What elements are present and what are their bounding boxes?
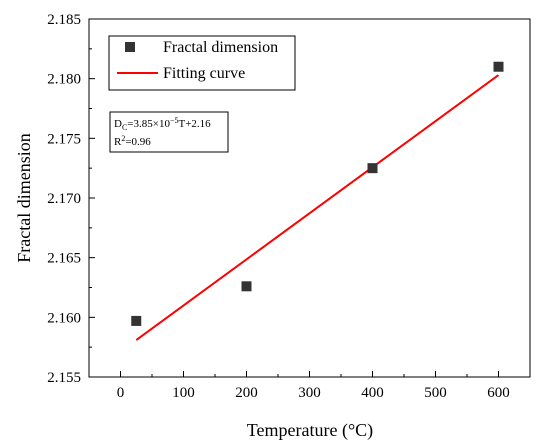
x-tick-label: 200 <box>235 385 258 401</box>
data-points <box>131 61 504 326</box>
axes: 0 100 200 300 400 500 600 2.155 2.160 2.165 2.170 2… <box>47 12 510 401</box>
x-tick-label: 600 <box>487 385 510 401</box>
data-point <box>493 61 504 72</box>
data-point <box>241 281 252 292</box>
y-axis-title: Fractal dimension <box>14 133 34 262</box>
x-tick-label: 400 <box>361 385 384 401</box>
legend-box <box>108 35 296 91</box>
legend-scatter-marker <box>125 42 135 52</box>
equation-box: DC=3.85×10−5T+2.16 R2=0.96 <box>109 111 229 153</box>
equation-frame <box>109 111 229 153</box>
equation-text: DC=3.85×10−5T+2.16 <box>114 116 211 132</box>
data-point <box>131 315 142 326</box>
data-point <box>367 163 378 174</box>
y-tick-label: 2.160 <box>47 310 81 326</box>
x-axis-title: Temperature (°C) <box>247 420 373 441</box>
legend-fit-label: Fitting curve <box>163 65 245 82</box>
x-tick-label: 0 <box>117 385 125 401</box>
y-tick-label: 2.165 <box>47 251 81 267</box>
y-tick-label: 2.185 <box>47 12 81 28</box>
x-tick-label: 300 <box>298 385 321 401</box>
fitting-curve <box>135 74 500 341</box>
r-squared-text: R2=0.96 <box>114 134 151 148</box>
y-tick-label: 2.170 <box>47 191 81 207</box>
y-tick-label: 2.180 <box>47 72 81 88</box>
x-tick-label: 100 <box>172 385 195 401</box>
legend: Fractal dimension Fitting curve <box>108 35 296 91</box>
x-tick-label: 500 <box>424 385 447 401</box>
legend-scatter-label: Fractal dimension <box>163 39 278 56</box>
y-tick-label: 2.155 <box>47 370 81 386</box>
y-tick-label: 2.175 <box>47 131 81 147</box>
